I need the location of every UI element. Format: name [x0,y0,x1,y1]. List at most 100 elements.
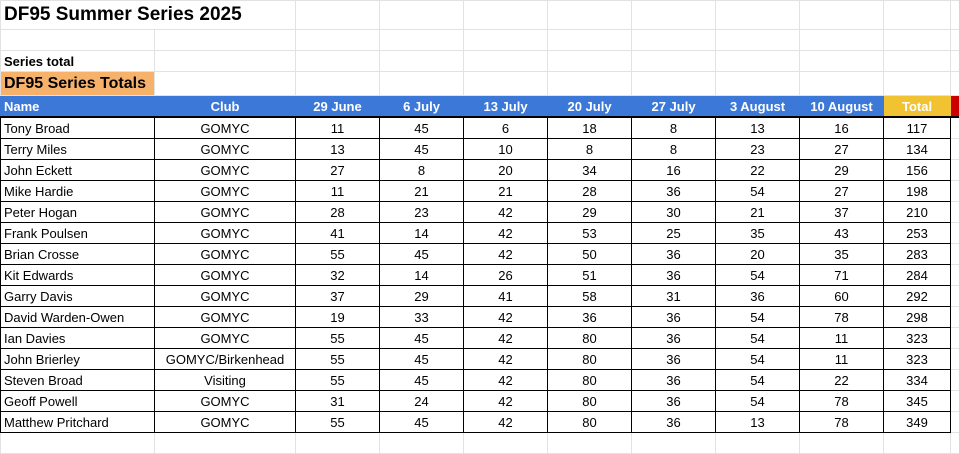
score-cell[interactable]: 36 [632,370,716,391]
score-cell[interactable]: 22 [800,370,884,391]
score-cell[interactable]: 71 [800,265,884,286]
club-cell[interactable]: GOMYC [155,139,296,160]
cell[interactable] [716,1,800,30]
score-cell[interactable]: 45 [380,328,464,349]
column-header[interactable]: Name [1,96,155,118]
cell[interactable] [1,433,155,454]
section-title[interactable]: DF95 Series Totals [1,72,155,96]
score-cell[interactable]: 45 [380,370,464,391]
cell[interactable] [548,433,632,454]
cell[interactable] [380,51,464,72]
club-cell[interactable]: GOMYC [155,307,296,328]
score-cell[interactable]: 58 [548,286,632,307]
cell[interactable] [884,51,951,72]
cell[interactable] [716,433,800,454]
score-cell[interactable]: 42 [464,223,548,244]
score-cell[interactable]: 45 [380,244,464,265]
cell[interactable] [951,265,959,286]
cell[interactable] [951,1,959,30]
score-cell[interactable]: 35 [716,223,800,244]
score-cell[interactable]: 78 [800,391,884,412]
score-cell[interactable]: 18 [548,117,632,139]
club-cell[interactable]: GOMYC [155,223,296,244]
name-cell[interactable]: Peter Hogan [1,202,155,223]
name-cell[interactable]: Garry Davis [1,286,155,307]
cell[interactable] [632,1,716,30]
score-cell[interactable]: 45 [380,412,464,433]
score-cell[interactable]: 42 [464,412,548,433]
score-cell[interactable]: 36 [632,412,716,433]
club-cell[interactable]: GOMYC [155,244,296,265]
score-cell[interactable]: 55 [296,370,380,391]
score-cell[interactable]: 80 [548,370,632,391]
cell[interactable] [800,1,884,30]
cell[interactable] [632,30,716,51]
score-cell[interactable]: 31 [632,286,716,307]
score-cell[interactable]: 29 [548,202,632,223]
score-cell[interactable]: 14 [380,265,464,286]
cell[interactable] [548,30,632,51]
cell[interactable] [464,51,548,72]
series-total-label[interactable]: Series total [1,51,155,72]
column-header[interactable]: 20 July [548,96,632,118]
total-cell[interactable]: 253 [884,223,951,244]
score-cell[interactable]: 45 [380,117,464,139]
cell[interactable] [296,30,380,51]
score-cell[interactable]: 10 [464,139,548,160]
cell[interactable] [632,72,716,96]
name-cell[interactable]: David Warden-Owen [1,307,155,328]
cell[interactable] [155,433,296,454]
score-cell[interactable]: 55 [296,244,380,265]
total-cell[interactable]: 134 [884,139,951,160]
score-cell[interactable]: 33 [380,307,464,328]
club-cell[interactable]: GOMYC [155,117,296,139]
score-cell[interactable]: 21 [716,202,800,223]
score-cell[interactable]: 54 [716,370,800,391]
score-cell[interactable]: 51 [548,265,632,286]
score-cell[interactable]: 42 [464,349,548,370]
cell[interactable] [951,349,959,370]
score-cell[interactable]: 60 [800,286,884,307]
cell[interactable] [951,433,959,454]
cell[interactable] [951,181,959,202]
cell[interactable] [296,1,380,30]
club-cell[interactable]: GOMYC [155,265,296,286]
score-cell[interactable]: 54 [716,391,800,412]
marker-cell[interactable] [951,96,959,118]
name-cell[interactable]: Brian Crosse [1,244,155,265]
column-header[interactable]: 29 June [296,96,380,118]
score-cell[interactable]: 78 [800,307,884,328]
club-cell[interactable]: GOMYC [155,391,296,412]
score-cell[interactable]: 34 [548,160,632,181]
score-cell[interactable]: 55 [296,412,380,433]
cell[interactable] [380,72,464,96]
name-cell[interactable]: Tony Broad [1,117,155,139]
score-cell[interactable]: 27 [800,181,884,202]
total-cell[interactable]: 292 [884,286,951,307]
score-cell[interactable]: 14 [380,223,464,244]
cell[interactable] [951,328,959,349]
score-cell[interactable]: 36 [632,307,716,328]
name-cell[interactable]: Ian Davies [1,328,155,349]
score-cell[interactable]: 11 [296,117,380,139]
column-header[interactable]: 13 July [464,96,548,118]
score-cell[interactable]: 6 [464,117,548,139]
cell[interactable] [548,72,632,96]
cell[interactable] [632,433,716,454]
score-cell[interactable]: 8 [632,117,716,139]
score-cell[interactable]: 45 [380,139,464,160]
total-cell[interactable]: 349 [884,412,951,433]
score-cell[interactable]: 41 [296,223,380,244]
score-cell[interactable]: 28 [296,202,380,223]
cell[interactable] [296,51,380,72]
cell[interactable] [632,51,716,72]
score-cell[interactable]: 36 [716,286,800,307]
score-cell[interactable]: 27 [296,160,380,181]
score-cell[interactable]: 80 [548,349,632,370]
total-cell[interactable]: 323 [884,349,951,370]
cell[interactable] [716,51,800,72]
sheet-title-cell[interactable]: DF95 Summer Series 2025 [1,1,296,30]
score-cell[interactable]: 54 [716,307,800,328]
score-cell[interactable]: 22 [716,160,800,181]
total-cell[interactable]: 298 [884,307,951,328]
